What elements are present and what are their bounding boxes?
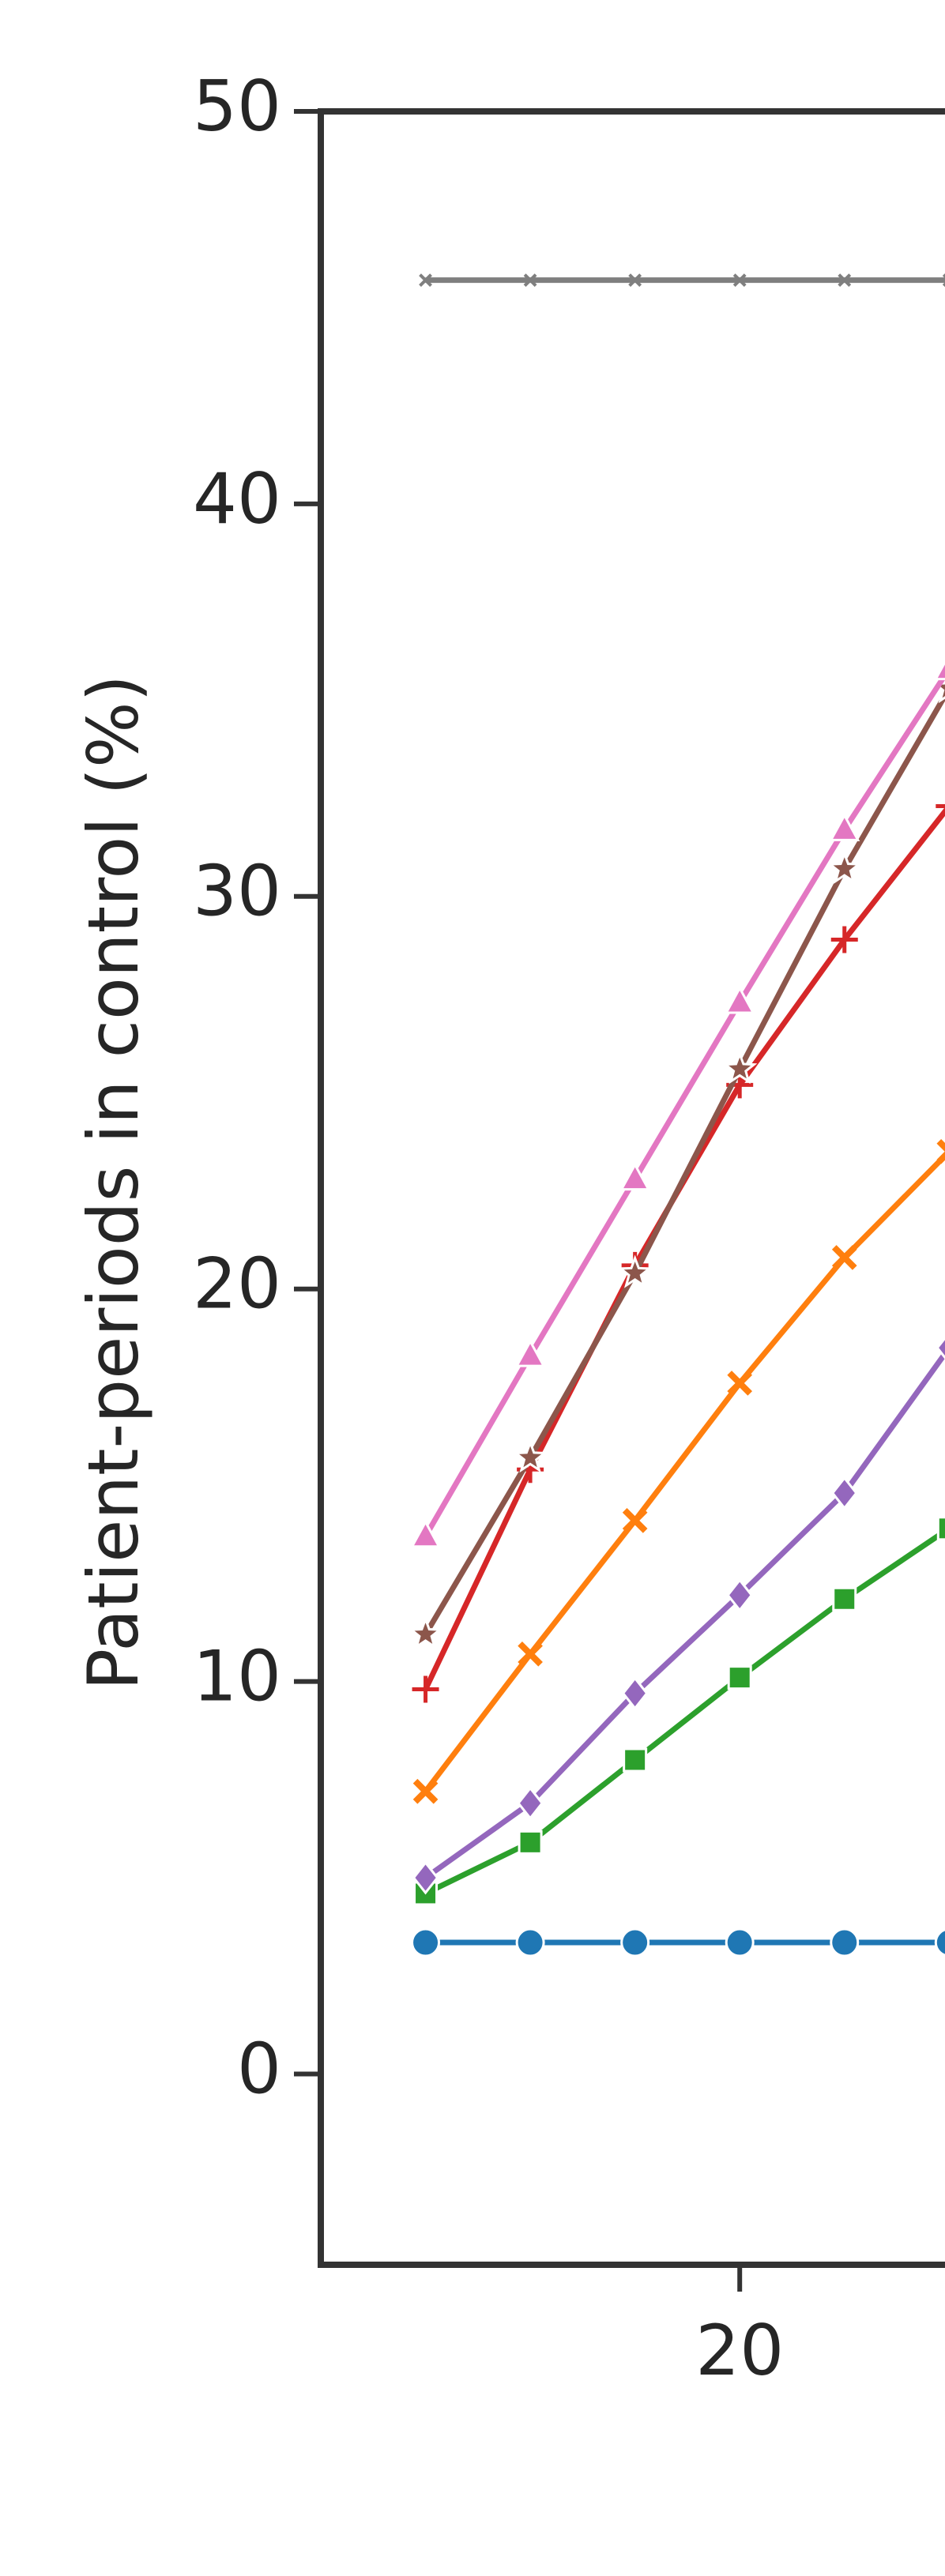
marker [936, 1336, 945, 1359]
marker [936, 1516, 945, 1541]
marker [512, 1439, 548, 1473]
marker [518, 1830, 543, 1855]
marker [829, 813, 860, 841]
marker [934, 1928, 945, 1957]
series-line [423, 1152, 945, 1793]
marker [523, 273, 537, 288]
plot-area [408, 273, 945, 1957]
marker [936, 804, 945, 809]
marker [933, 660, 945, 681]
marker [830, 926, 858, 953]
marker [726, 1578, 754, 1612]
marker [838, 273, 852, 288]
y-tick-label: 0 [237, 2028, 281, 2109]
x-tick-label: 20 [695, 2310, 784, 2391]
marker [411, 1927, 441, 1957]
y-tick-label: 50 [193, 66, 281, 147]
series-line [423, 690, 945, 1636]
series-line [424, 1348, 945, 1880]
marker [419, 273, 432, 288]
y-tick-label: 20 [193, 1243, 281, 1325]
marker [515, 1927, 545, 1957]
marker [620, 1927, 650, 1957]
y-tick-label: 30 [193, 851, 281, 932]
marker [623, 1747, 648, 1773]
marker [518, 1641, 543, 1667]
marker [727, 1371, 753, 1396]
y-tick-label: 10 [193, 1636, 281, 1717]
marker [722, 1051, 758, 1085]
marker [621, 1676, 649, 1710]
marker [732, 273, 747, 288]
marker [832, 1586, 857, 1611]
series-line [423, 670, 945, 1538]
y-tick-label: 40 [193, 458, 281, 540]
marker [622, 1508, 648, 1533]
marker [412, 1675, 439, 1703]
marker [412, 1778, 439, 1804]
marker [727, 1665, 752, 1690]
marker [617, 1254, 653, 1288]
marker [830, 1927, 860, 1957]
marker [619, 1162, 651, 1191]
marker [514, 1339, 546, 1367]
marker [936, 1138, 945, 1164]
marker [724, 985, 755, 1014]
marker [831, 1245, 857, 1270]
series-line [423, 807, 945, 1691]
marker [628, 273, 642, 288]
y-axis-label: Patient-periods in control (%) [73, 675, 154, 1690]
series-line [424, 1528, 945, 1897]
marker [830, 1476, 858, 1510]
marker [410, 1519, 442, 1548]
marker [408, 1615, 443, 1649]
marker [826, 850, 862, 884]
marker [412, 1860, 439, 1895]
marker [725, 1927, 755, 1957]
marker [517, 1786, 544, 1821]
